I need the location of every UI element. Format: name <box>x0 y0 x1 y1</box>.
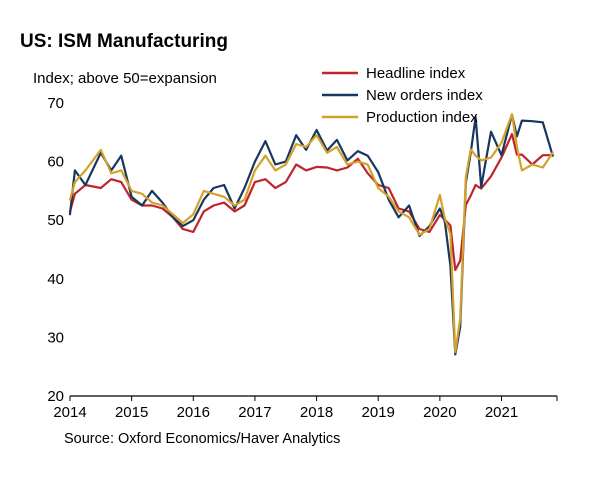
y-tick-label: 20 <box>47 388 64 405</box>
x-tick-label: 2015 <box>115 404 148 421</box>
x-tick-label: 2020 <box>423 404 456 421</box>
y-tick-label: 70 <box>47 95 64 112</box>
x-tick-label: 2017 <box>238 404 271 421</box>
legend-label: Headline index <box>366 65 466 82</box>
y-axis-unit-label: Index; above 50=expansion <box>33 70 217 87</box>
y-tick-label: 30 <box>47 329 64 346</box>
x-tick-label: 2018 <box>300 404 333 421</box>
legend-label: Production index <box>366 109 478 126</box>
axes: 20 30 40 50 60 70 2014 2015 2016 2017 2018 2019 2020… <box>47 95 558 421</box>
x-tick-label: 2016 <box>177 404 210 421</box>
legend-label: New orders index <box>366 87 483 104</box>
x-tick-label: 2014 <box>53 404 86 421</box>
chart-title: US: ISM Manufacturing <box>20 31 228 52</box>
legend: Headline index New orders index Production… <box>322 65 483 126</box>
series-lines <box>68 112 554 356</box>
series-line-production-index <box>68 112 554 354</box>
series-line-new-orders-index <box>68 113 554 356</box>
y-tick-label: 50 <box>47 212 64 229</box>
series-line-headline-index <box>68 133 554 272</box>
y-tick-label: 40 <box>47 271 64 288</box>
y-tick-label: 60 <box>47 154 64 171</box>
x-tick-label: 2021 <box>485 404 518 421</box>
x-tick-label: 2019 <box>362 404 395 421</box>
source-note: Source: Oxford Economics/Haver Analytics <box>64 431 341 447</box>
